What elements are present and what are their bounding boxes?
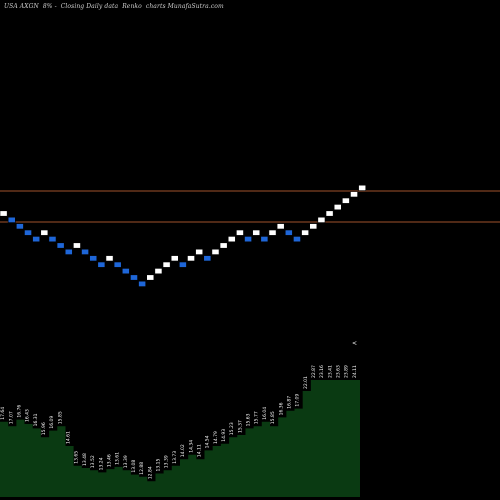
renko-brick-up	[211, 248, 220, 255]
change-label: 8% -	[42, 3, 57, 10]
volume-value-label: 16.04	[262, 407, 268, 420]
volume-value-label: 13.39	[123, 455, 129, 468]
volume-value-label: 14.79	[213, 431, 219, 444]
renko-brick-down	[24, 229, 32, 236]
volume-value-label: 24.11	[352, 365, 358, 378]
volume-value-label: 15.96	[41, 422, 47, 435]
volume-value-label: 15.85	[270, 411, 276, 424]
renko-brick-up	[276, 223, 285, 230]
volume-value-label: 13.08	[131, 460, 137, 473]
volume-value-label: 23.89	[344, 365, 350, 378]
renko-brick-down	[48, 236, 57, 243]
renko-brick-down	[260, 236, 269, 243]
renko-brick-up	[317, 216, 326, 223]
volume-value-label: 23.41	[327, 365, 333, 378]
renko-brick-up	[73, 242, 81, 249]
renko-brick-down	[7, 216, 16, 223]
volume-value-label: 14.02	[180, 444, 186, 457]
volume-value-label: 16.09	[49, 416, 55, 429]
renko-brick-up	[252, 229, 261, 236]
renko-brick-down	[89, 255, 98, 262]
volume-value-label: 15.37	[237, 420, 243, 433]
volume-value-label: 14.34	[188, 440, 194, 453]
renko-brick-up	[105, 255, 114, 262]
volume-value-label: 13.61	[115, 452, 121, 465]
renko-brick-up	[146, 274, 155, 281]
volume-value-label: 13.52	[90, 455, 96, 468]
renko-brick-down	[179, 261, 187, 268]
renko-brick-down	[113, 261, 122, 268]
renko-brick-down	[244, 236, 252, 243]
renko-brick-up	[333, 204, 342, 211]
volume-value-label: 15.77	[254, 411, 260, 424]
renko-brick-down	[138, 280, 147, 287]
renko-brick-down	[15, 223, 24, 230]
end-marker: <	[352, 340, 357, 347]
renko-brick-up	[227, 236, 236, 243]
renko-brick-down	[121, 268, 130, 275]
renko-brick-up	[170, 255, 179, 262]
volume-value-label: 12.84	[147, 466, 153, 479]
volume-value-label: 12.88	[139, 462, 145, 475]
volume-value-label: 16.43	[25, 409, 31, 422]
renko-brick-up	[0, 210, 8, 217]
volume-value-label: 23.63	[336, 365, 342, 378]
volume-value-label: 15.63	[246, 413, 252, 426]
renko-brick-down	[130, 274, 138, 281]
renko-brick-up	[236, 229, 244, 236]
renko-brick-up	[40, 229, 49, 236]
volume-value-label: 13.15	[156, 458, 162, 471]
renko-brick-down	[32, 236, 41, 243]
volume-value-label: 16.87	[287, 396, 293, 409]
volume-value-label: 15.85	[57, 411, 63, 424]
renko-brick-up	[268, 229, 277, 236]
renko-brick-up	[325, 210, 334, 217]
chart-kind-label: Renko	[122, 3, 142, 10]
renko-brick-up	[187, 255, 195, 262]
volume-value-label: 17.07	[8, 411, 14, 424]
volume-value-label: 17.64	[0, 407, 6, 420]
renko-brick-up	[309, 223, 318, 230]
description-label: Closing Daily data	[60, 3, 119, 10]
renko-brick-down	[203, 255, 212, 262]
renko-brick-up	[301, 229, 309, 236]
volume-value-label: 15.23	[229, 422, 235, 435]
renko-brick-up	[195, 248, 204, 255]
renko-brick-up	[219, 242, 228, 249]
volume-value-label: 17.09	[295, 394, 301, 407]
source-label: charts MunafaSutra.com	[145, 3, 224, 10]
renko-brick-up	[358, 184, 367, 191]
volume-value-label: 13.48	[82, 453, 88, 466]
renko-brick-down	[97, 261, 106, 268]
volume-value-label: 14.61	[66, 431, 72, 444]
renko-brick-down	[284, 229, 293, 236]
volume-value-label: 13.24	[98, 457, 104, 470]
volume-value-label: 16.31	[33, 413, 39, 426]
volume-value-label: 13.65	[74, 451, 80, 464]
renko-brick-up	[154, 268, 163, 275]
volume-value-label: 22.87	[311, 365, 317, 378]
renko-brick-up	[341, 197, 350, 204]
volume-value-label: 13.46	[107, 454, 113, 467]
volume-area	[0, 380, 360, 497]
renko-brick-down	[64, 248, 73, 255]
volume-value-label: 23.16	[319, 365, 325, 378]
renko-brick-up	[162, 261, 171, 268]
renko-brick-down	[293, 236, 301, 243]
chart-header: USA AXGN 8% - Closing Daily data Renko chart…	[4, 3, 228, 10]
symbol-label: USA AXGN	[4, 3, 39, 10]
renko-brick-down	[81, 248, 89, 255]
volume-value-label: 16.76	[17, 405, 23, 418]
volume-value-label: 13.73	[172, 451, 178, 464]
volume-value-label: 16.36	[278, 402, 284, 415]
renko-brick-up	[350, 191, 358, 198]
volume-value-label: 14.54	[205, 435, 211, 448]
volume-value-label: 13.39	[164, 455, 170, 468]
renko-brick-down	[56, 242, 65, 249]
volume-value-label: 14.11	[197, 444, 203, 457]
volume-value-label: 22.01	[303, 376, 309, 389]
volume-value-label: 14.93	[221, 429, 227, 442]
